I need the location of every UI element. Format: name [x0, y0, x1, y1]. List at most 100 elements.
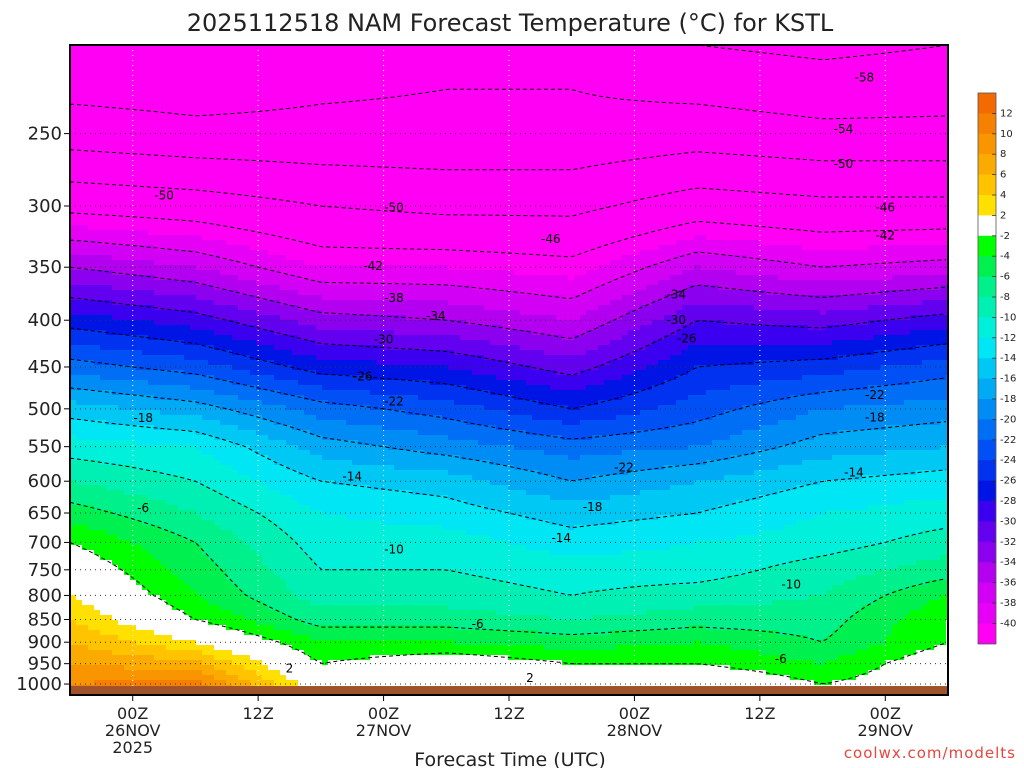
- temperature-cell: [268, 465, 275, 471]
- temperature-cell: [88, 605, 95, 611]
- temperature-cell: [208, 535, 215, 541]
- temperature-cell: [118, 45, 125, 51]
- temperature-cell: [106, 460, 113, 466]
- temperature-cell: [124, 590, 131, 596]
- temperature-cell: [124, 435, 131, 441]
- temperature-cell: [70, 215, 77, 221]
- temperature-cell: [136, 425, 143, 431]
- temperature-cell: [286, 340, 293, 346]
- temperature-cell: [136, 110, 143, 116]
- temperature-cell: [88, 370, 95, 376]
- temperature-cell: [82, 335, 89, 341]
- temperature-cell: [208, 425, 215, 431]
- temperature-cell: [88, 540, 95, 546]
- temperature-cell: [256, 680, 263, 686]
- temperature-cell: [82, 240, 89, 246]
- temperature-cell: [280, 175, 287, 181]
- temperature-cell: [124, 585, 131, 591]
- temperature-cell: [208, 390, 215, 396]
- temperature-cell: [112, 560, 119, 566]
- temperature-cell: [172, 435, 179, 441]
- temperature-cell: [292, 280, 299, 286]
- temperature-cell: [256, 80, 263, 86]
- temperature-cell: [124, 230, 131, 236]
- temperature-cell: [94, 340, 101, 346]
- temperature-cell: [178, 100, 185, 106]
- temperature-cell: [202, 635, 209, 641]
- temperature-cell: [292, 515, 299, 521]
- temperature-cell: [238, 680, 245, 686]
- temperature-cell: [172, 445, 179, 451]
- temperature-cell: [274, 180, 281, 186]
- temperature-cell: [202, 400, 209, 406]
- temperature-cell: [226, 280, 233, 286]
- temperature-cell: [160, 250, 167, 256]
- temperature-cell: [136, 295, 143, 301]
- temperature-cell: [94, 345, 101, 351]
- temperature-cell: [118, 275, 125, 281]
- temperature-cell: [256, 290, 263, 296]
- temperature-cell: [244, 105, 251, 111]
- temperature-cell: [244, 660, 251, 666]
- temperature-cell: [106, 160, 113, 166]
- temperature-cell: [214, 530, 221, 536]
- temperature-cell: [226, 120, 233, 126]
- temperature-cell: [166, 490, 173, 496]
- temperature-cell: [166, 520, 173, 526]
- temperature-cell: [106, 140, 113, 146]
- temperature-cell: [106, 465, 113, 471]
- temperature-cell: [82, 355, 89, 361]
- temperature-cell: [262, 135, 269, 141]
- temperature-cell: [124, 610, 131, 616]
- temperature-cell: [166, 425, 173, 431]
- temperature-cell: [286, 560, 293, 566]
- temperature-cell: [100, 290, 107, 296]
- temperature-cell: [124, 135, 131, 141]
- temperature-cell: [280, 575, 287, 581]
- temperature-cell: [124, 145, 131, 151]
- temperature-cell: [106, 540, 113, 546]
- temperature-cell: [166, 670, 173, 676]
- temperature-cell: [196, 395, 203, 401]
- temperature-cell: [76, 635, 83, 641]
- temperature-cell: [148, 385, 155, 391]
- temperature-cell: [238, 585, 245, 591]
- temperature-cell: [292, 495, 299, 501]
- temperature-cell: [196, 415, 203, 421]
- temperature-cell: [172, 495, 179, 501]
- temperature-cell: [280, 615, 287, 621]
- temperature-cell: [268, 270, 275, 276]
- temperature-cell: [142, 580, 149, 586]
- temperature-cell: [226, 180, 233, 186]
- temperature-cell: [298, 290, 305, 296]
- temperature-cell: [292, 480, 299, 486]
- temperature-cell: [88, 585, 95, 591]
- temperature-cell: [76, 280, 83, 286]
- temperature-cell: [274, 285, 281, 291]
- temperature-cell: [268, 190, 275, 196]
- temperature-cell: [124, 65, 131, 71]
- temperature-cell: [184, 580, 191, 586]
- temperature-cell: [172, 475, 179, 481]
- temperature-cell: [100, 95, 107, 101]
- temperature-cell: [148, 250, 155, 256]
- temperature-cell: [112, 85, 119, 91]
- temperature-cell: [178, 310, 185, 316]
- temperature-cell: [250, 675, 257, 681]
- temperature-cell: [190, 300, 197, 306]
- temperature-cell: [238, 70, 245, 76]
- temperature-cell: [88, 670, 95, 676]
- temperature-cell: [76, 205, 83, 211]
- temperature-cell: [124, 295, 131, 301]
- temperature-cell: [244, 575, 251, 581]
- temperature-cell: [130, 310, 137, 316]
- temperature-cell: [250, 495, 257, 501]
- temperature-cell: [112, 240, 119, 246]
- temperature-cell: [112, 120, 119, 126]
- temperature-cell: [154, 210, 161, 216]
- temperature-cell: [136, 560, 143, 566]
- temperature-cell: [148, 640, 155, 646]
- temperature-cell: [232, 240, 239, 246]
- temperature-cell: [112, 255, 119, 261]
- temperature-cell: [124, 405, 131, 411]
